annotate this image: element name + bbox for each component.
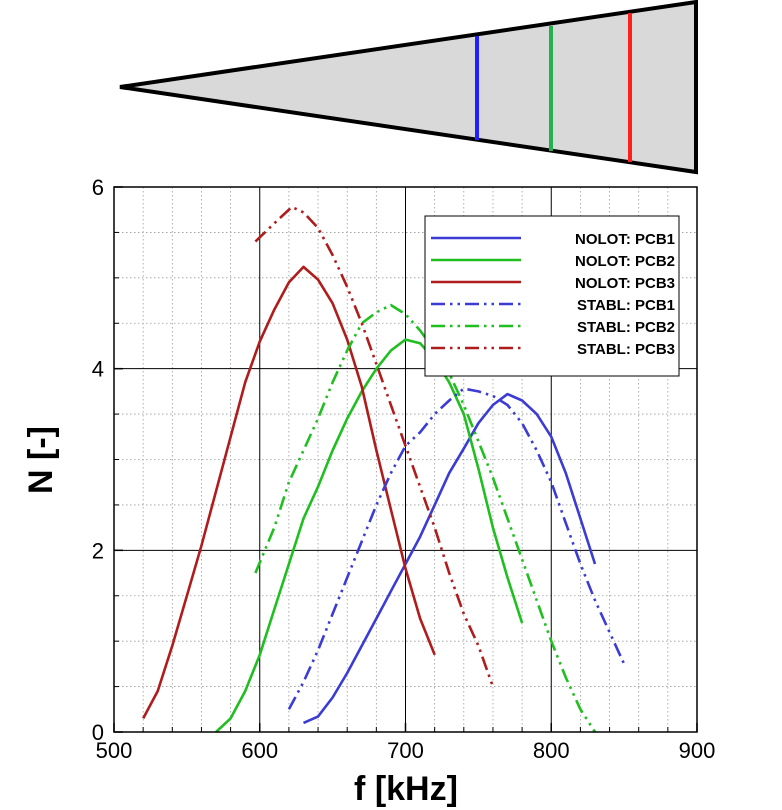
series-line-stabl-pcb1: [287, 387, 626, 710]
y-tick-label: 0: [92, 720, 104, 745]
y-tick-label: 6: [92, 175, 104, 200]
x-tick-label: 600: [241, 738, 278, 763]
legend-label: STABL: PCB2: [577, 319, 675, 336]
legend: NOLOT: PCB1 NOLOT: PCB2 NOLOT: PCB3 STABL: …: [424, 215, 680, 377]
cone-schematic: [119, 0, 698, 175]
y-axis-title: N [-]: [22, 426, 60, 494]
series-line-nolot-pcb2: [215, 338, 524, 733]
series-line-stabl-pcb3: [254, 205, 495, 688]
cone-shape: [119, 0, 698, 175]
legend-label: STABL: PCB1: [577, 297, 675, 314]
axis-ticks: [113, 186, 698, 733]
series-line-nolot-pcb1: [302, 392, 597, 725]
legend-label: NOLOT: PCB3: [575, 275, 675, 292]
x-tick-labels: 500 600 700 800 900: [96, 738, 716, 763]
x-tick-label: 700: [387, 738, 424, 763]
legend-label: NOLOT: PCB2: [575, 253, 675, 270]
series-line-nolot-pcb3: [142, 265, 436, 720]
legend-box: [424, 215, 680, 377]
legend-label: NOLOT: PCB1: [575, 231, 675, 248]
legend-label: STABL: PCB3: [577, 341, 675, 358]
x-tick-label: 500: [96, 738, 133, 763]
series-line-stabl-pcb2: [254, 303, 597, 733]
x-tick-label: 900: [679, 738, 716, 763]
y-tick-labels: 0 2 4 6: [92, 175, 104, 745]
y-tick-label: 4: [92, 357, 104, 382]
x-axis-title: f [kHz]: [354, 770, 458, 808]
y-tick-label: 2: [92, 538, 104, 563]
legend-items: NOLOT: PCB1 NOLOT: PCB2 NOLOT: PCB3 STABL: …: [431, 231, 675, 358]
series-layer: [142, 205, 626, 733]
x-tick-label: 800: [533, 738, 570, 763]
